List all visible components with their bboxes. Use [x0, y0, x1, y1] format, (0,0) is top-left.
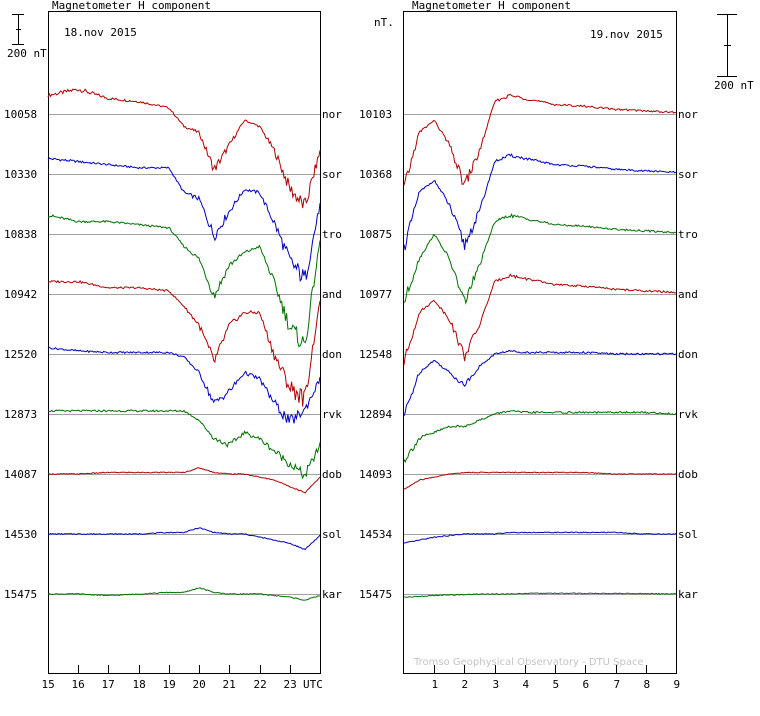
right_panel-station-label-nor: nor — [678, 108, 698, 121]
right-scale-label: 200 nT — [714, 79, 754, 92]
left_panel-trace-kar — [47, 587, 320, 601]
right_panel-x-tick-label-3: 3 — [493, 678, 500, 691]
left_panel-station-label-sor: sor — [322, 168, 342, 181]
left-scale-bar — [12, 14, 24, 45]
right-scale-bar — [717, 14, 737, 77]
left_panel-baseline-label-tro: 10838 — [4, 228, 37, 241]
right_panel-baseline-label-and: 10977 — [359, 288, 392, 301]
right_panel-baseline-label-sor: 10368 — [359, 168, 392, 181]
left_panel-station-label-rvk: rvk — [322, 408, 342, 421]
right_panel-x-tick-label-9: 9 — [674, 678, 681, 691]
right_panel-station-label-rvk: rvk — [678, 408, 698, 421]
left_panel-station-label-and: and — [322, 288, 342, 301]
right_panel-station-label-kar: kar — [678, 588, 698, 601]
left_panel-station-label-dob: dob — [322, 468, 342, 481]
left_panel-trace-sol — [48, 527, 321, 551]
left_panel-x-tick-label-21: 21 — [223, 678, 236, 691]
right_panel-baseline-label-kar: 15475 — [359, 588, 392, 601]
right_panel-trace-kar — [403, 592, 677, 598]
right_panel-station-label-dob: dob — [678, 468, 698, 481]
right_panel-baseline-label-sol: 14534 — [359, 528, 392, 541]
right_panel-x-tick-label-4: 4 — [523, 678, 530, 691]
right-unit-label: nT. — [374, 16, 394, 29]
right_panel-station-label-don: don — [678, 348, 698, 361]
left-date: 18.nov 2015 — [64, 26, 137, 39]
right_panel-trace-tro — [403, 213, 677, 305]
right_panel-trace-don — [403, 349, 677, 417]
left_panel-trace-dob — [47, 467, 321, 494]
left_panel-trace-tro — [47, 214, 321, 348]
left_panel-x-tick-label-15: 15 — [42, 678, 55, 691]
left_panel-baseline-label-sol: 14530 — [4, 528, 37, 541]
left_panel-baseline-label-kar: 15475 — [4, 588, 37, 601]
right-date: 19.nov 2015 — [590, 28, 663, 41]
left_panel-x-tick-label-20: 20 — [193, 678, 206, 691]
right_panel-x-tick-label-6: 6 — [583, 678, 590, 691]
right-plot-frame — [403, 11, 677, 674]
left_panel-x-tick-label-17: 17 — [102, 678, 115, 691]
left_panel-trace-rvk — [47, 409, 321, 480]
right_panel-trace-dob — [403, 471, 677, 490]
right_panel-baseline-label-tro: 10875 — [359, 228, 392, 241]
right_panel-x-tick-label-5: 5 — [553, 678, 560, 691]
right_panel-station-label-sor: sor — [678, 168, 698, 181]
left_panel-baseline-label-sor: 10330 — [4, 168, 37, 181]
right_panel-baseline-label-dob: 14093 — [359, 468, 392, 481]
left_panel-station-label-don: don — [322, 348, 342, 361]
right_panel-x-tick-label-1: 1 — [432, 678, 439, 691]
right_panel-x-tick-label-7: 7 — [614, 678, 621, 691]
left_panel-baseline-label-don: 12520 — [4, 348, 37, 361]
left-scale-label: 200 nT — [7, 47, 47, 60]
left_panel-baseline-label-and: 10942 — [4, 288, 37, 301]
right_panel-trace-sol — [403, 531, 677, 544]
right_panel-baseline-label-don: 12548 — [359, 348, 392, 361]
right_panel-trace-rvk — [403, 409, 677, 464]
left_panel-station-label-kar: kar — [322, 588, 342, 601]
left-title: Magnetometer H component — [52, 0, 211, 12]
left_panel-x-tick-label-23: 23 — [284, 678, 297, 691]
left-plot-frame — [48, 11, 321, 674]
left_panel-x-tick-label-16: 16 — [72, 678, 85, 691]
right_panel-baseline-label-nor: 10103 — [359, 108, 392, 121]
left_panel-station-label-sol: sol — [322, 528, 342, 541]
left_panel-station-label-nor: nor — [322, 108, 342, 121]
right_panel-x-tick-label-8: 8 — [644, 678, 651, 691]
right_panel-station-label-sol: sol — [678, 528, 698, 541]
right_panel-trace-nor — [403, 93, 677, 186]
right_panel-baseline-label-rvk: 12894 — [359, 408, 392, 421]
left_panel-baseline-label-nor: 10058 — [4, 108, 37, 121]
left_panel-x-tick-label-19: 19 — [163, 678, 176, 691]
left_panel-trace-sor — [47, 157, 321, 283]
observatory-credit: Tromso Geophysical Observatory - DTU Spa… — [413, 657, 644, 668]
left_panel-trace-don — [47, 346, 321, 424]
left_panel-x-tick-label-18: 18 — [133, 678, 146, 691]
left-x-unit: UTC — [303, 678, 323, 691]
right_panel-station-label-and: and — [678, 288, 698, 301]
right_panel-trace-sor — [403, 153, 677, 251]
right_panel-station-label-tro: tro — [678, 228, 698, 241]
left_panel-trace-and — [47, 279, 321, 407]
left_panel-x-tick-label-22: 22 — [254, 678, 267, 691]
left_panel-station-label-tro: tro — [322, 228, 342, 241]
left_panel-baseline-label-dob: 14087 — [4, 468, 37, 481]
right-title: Magnetometer H component — [412, 0, 571, 12]
left_panel-trace-nor — [47, 88, 321, 209]
right_panel-x-tick-label-2: 2 — [462, 678, 469, 691]
left_panel-baseline-label-rvk: 12873 — [4, 408, 37, 421]
right_panel-trace-and — [403, 273, 677, 365]
